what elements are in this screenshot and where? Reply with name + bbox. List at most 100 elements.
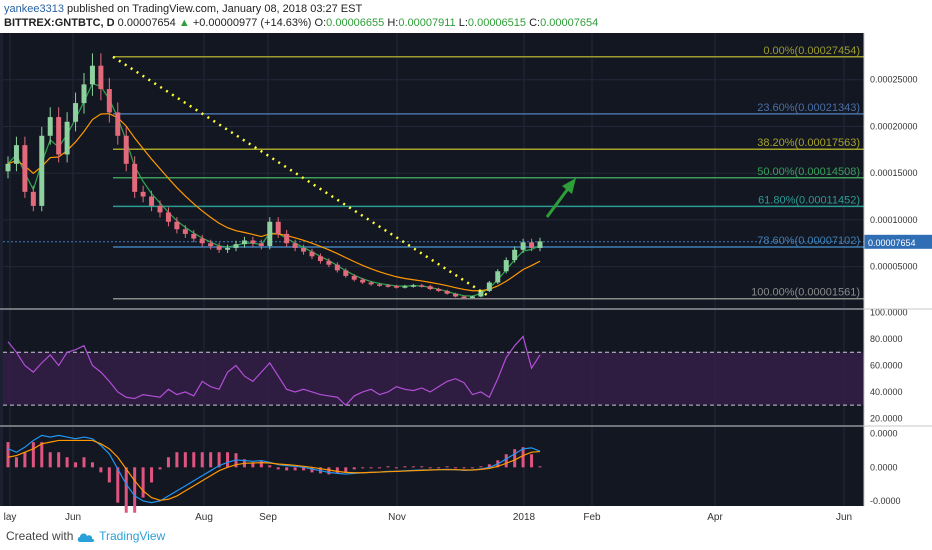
candle-body: [301, 247, 307, 252]
candle-body: [81, 84, 87, 104]
publication-line: yankee3313 published on TradingView.com,…: [4, 3, 362, 15]
macd-histogram-bar: [251, 462, 255, 468]
trendline: [112, 55, 491, 299]
published-text: published on TradingView.com, January 08…: [67, 3, 363, 15]
last-price: 0.00007654: [117, 17, 176, 29]
candle-body: [402, 286, 408, 288]
low-value: 0.00006515: [467, 17, 527, 29]
macd-pane: [3, 427, 864, 506]
macd-histogram-bar: [293, 467, 297, 471]
macd-histogram-bar: [133, 467, 137, 513]
symbol-line: BITTREX:GNTBTC, D 0.00007654 ▲ +0.000009…: [4, 17, 598, 29]
candle-body: [292, 243, 298, 248]
time-tick-label: Feb: [583, 512, 601, 523]
candle-body: [537, 241, 543, 248]
macd-histogram-bar: [479, 466, 483, 468]
breakout-arrow: [545, 185, 572, 218]
fib-level-label: 61.80%(0.00011452): [758, 194, 860, 206]
time-tick-label: lay: [4, 512, 17, 523]
macd-histogram-bar: [327, 467, 331, 475]
macd-histogram-bar: [344, 467, 348, 473]
fib-level-label: 23.60%(0.00021343): [757, 102, 860, 114]
macd-histogram-bar: [445, 466, 449, 468]
close-label: C:: [529, 17, 541, 29]
macd-histogram-bar: [521, 447, 525, 468]
candle-body: [233, 244, 239, 248]
candle-body: [267, 221, 273, 247]
up-arrow-icon: ▲: [178, 17, 190, 29]
time-tick-label: Apr: [707, 512, 723, 523]
time-tick-label: Nov: [388, 512, 406, 523]
macd-histogram-bar: [302, 467, 306, 471]
candle-body: [199, 238, 205, 244]
macd-histogram-bar: [158, 467, 162, 470]
candle-body: [30, 191, 36, 206]
signal-line: [7, 439, 541, 501]
candle-body: [64, 121, 70, 155]
candle-body: [326, 260, 332, 265]
candle-body: [165, 212, 171, 222]
macd-histogram-bar: [14, 457, 18, 468]
candle-body: [503, 260, 509, 272]
candle-body: [258, 243, 264, 247]
macd-histogram-bar: [403, 466, 407, 468]
candle-body: [225, 247, 231, 250]
macd-histogram-bar: [175, 452, 179, 468]
macd-histogram-bar: [378, 467, 382, 469]
tradingview-brand: TradingView: [99, 529, 166, 543]
rsi-tick-label: 60.0000: [870, 361, 903, 371]
macd-histogram-bar: [99, 467, 103, 473]
candle-body: [377, 284, 383, 286]
macd-histogram-bar: [40, 442, 44, 468]
candle-body: [157, 205, 163, 213]
candle-body: [241, 240, 247, 245]
candle-body: [351, 275, 357, 280]
macd-histogram-bar: [411, 466, 415, 468]
candle-body: [47, 117, 53, 136]
candle-body: [123, 135, 129, 164]
last-price-tag-label: 0.00007654: [868, 238, 916, 248]
slow-ma-line: [7, 113, 541, 292]
candle-body: [284, 233, 290, 244]
macd-histogram-bar: [57, 452, 61, 468]
candle-body: [216, 246, 222, 250]
macd-tick-label: -0.0000: [870, 496, 901, 506]
candle-body: [427, 286, 433, 290]
candle-body: [73, 103, 79, 122]
time-axis-panel: [0, 506, 932, 528]
macd-histogram-bar: [124, 467, 128, 513]
symbol-label: BITTREX:GNTBTC, D: [4, 17, 115, 29]
macd-histogram-bar: [462, 467, 466, 469]
rsi-tick-label: 40.0000: [870, 387, 903, 397]
candle-body: [529, 242, 535, 248]
candle-body: [5, 163, 11, 172]
macd-histogram-bar: [31, 442, 35, 468]
tradingview-cloud-icon: [77, 533, 95, 542]
macd-histogram-bar: [276, 467, 280, 470]
macd-histogram-bar: [513, 449, 517, 468]
candle-body: [89, 65, 95, 85]
rsi-line: [7, 335, 541, 407]
price-axis-panel: [864, 33, 932, 522]
candle-body: [13, 145, 19, 164]
candle-body: [461, 296, 467, 299]
candle-body: [39, 135, 45, 206]
candle-body: [149, 196, 155, 206]
candle-body: [410, 285, 416, 287]
fib-level-label: 78.60%(0.00007102): [757, 235, 860, 247]
author-link[interactable]: yankee3313: [4, 3, 64, 15]
candle-body: [444, 290, 450, 294]
tradingview-logo[interactable]: TradingView: [76, 529, 165, 543]
macd-tick-label: 0.0000: [870, 429, 898, 439]
time-tick-label: Sep: [259, 512, 277, 523]
macd-histogram-bar: [200, 452, 204, 468]
candle-body: [469, 296, 475, 299]
candle-body: [520, 242, 526, 250]
fib-level-label: 38.20%(0.00017563): [757, 137, 860, 149]
macd-histogram-bar: [470, 467, 474, 469]
candle-body: [182, 229, 188, 234]
time-tick-label: Aug: [195, 512, 213, 523]
rsi-tick-label: 100.0000: [870, 308, 908, 318]
price-tick-label: 0.00025000: [870, 75, 918, 85]
